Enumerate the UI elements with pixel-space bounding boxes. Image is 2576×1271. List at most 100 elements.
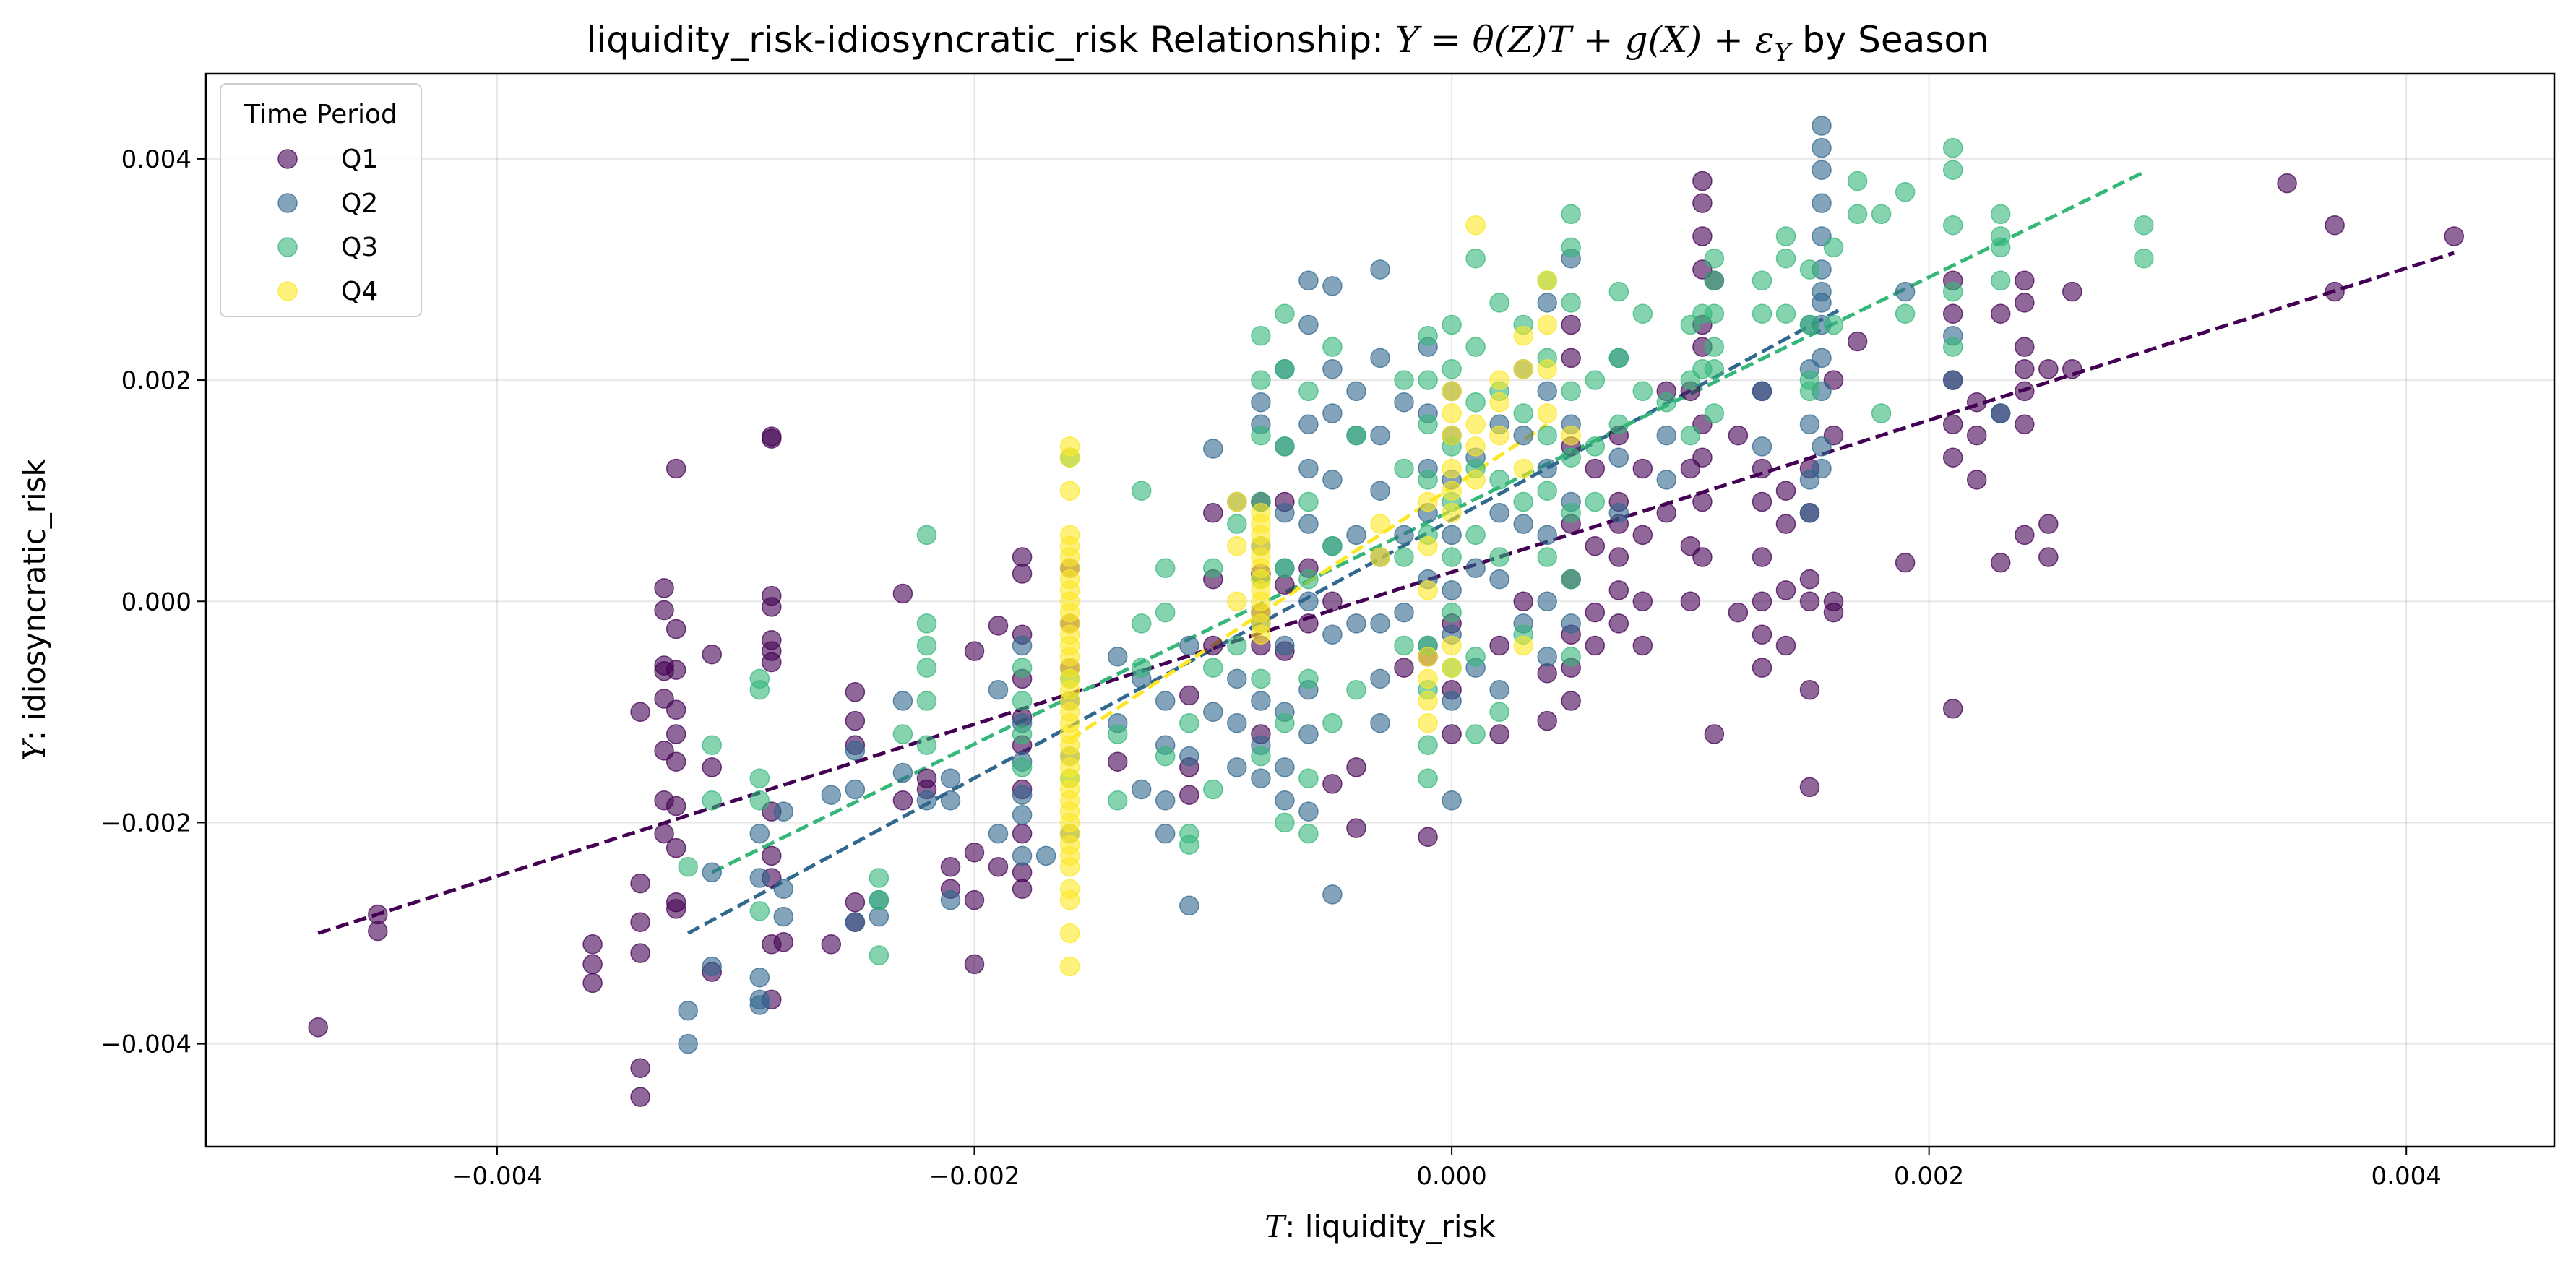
data-point (1298, 613, 1319, 634)
data-point (1812, 458, 1832, 479)
data-point (964, 843, 985, 863)
data-point (1608, 580, 1629, 600)
data-point (1692, 547, 1713, 567)
data-point (2444, 226, 2465, 246)
x-tick-label: 0.004 (2372, 1162, 2442, 1191)
data-point (1203, 558, 1223, 579)
data-point (630, 943, 650, 963)
data-point (1489, 547, 1509, 567)
data-point (1179, 635, 1199, 656)
data-point (1370, 481, 1390, 501)
data-point (1608, 503, 1629, 523)
data-point (1608, 613, 1629, 634)
data-point (1346, 525, 1366, 546)
data-point (2277, 173, 2297, 194)
data-point (1322, 337, 1343, 357)
data-point (1322, 276, 1343, 296)
data-point (1394, 635, 1414, 656)
data-point (1942, 370, 1963, 390)
data-point (665, 724, 686, 744)
data-point (1704, 248, 1725, 269)
data-point (1465, 724, 1486, 744)
data-point (1585, 370, 1606, 390)
data-point (1418, 491, 1438, 512)
data-point (2134, 248, 2154, 269)
data-point (2015, 337, 2035, 357)
data-point (1752, 547, 1772, 567)
data-point (1752, 303, 1772, 324)
data-point (1322, 774, 1343, 794)
data-point (702, 735, 722, 756)
data-point (964, 641, 985, 661)
data-point (1275, 574, 1295, 595)
data-point (1179, 712, 1199, 733)
data-point (1012, 804, 1033, 825)
data-point (1632, 591, 1653, 612)
data-point (1775, 580, 1796, 600)
data-point (1442, 481, 1462, 501)
data-point (940, 889, 961, 910)
data-point (1585, 602, 1606, 623)
data-point (1799, 591, 1820, 612)
data-point (1012, 785, 1033, 805)
data-point (1537, 710, 1557, 731)
data-point (1752, 624, 1772, 645)
data-point (1251, 392, 1271, 413)
data-point (1442, 458, 1462, 479)
data-point (368, 921, 388, 942)
data-point (1585, 635, 1606, 656)
data-points (308, 116, 2465, 1107)
data-point (1489, 635, 1509, 656)
data-point (678, 856, 698, 877)
data-point (916, 691, 937, 711)
data-point (1418, 580, 1438, 600)
data-point (1322, 712, 1343, 733)
data-point (1942, 137, 1963, 158)
data-point (1322, 403, 1343, 423)
data-point (1465, 558, 1486, 579)
data-point (665, 837, 686, 858)
data-point (1107, 724, 1128, 744)
data-point (1465, 525, 1486, 546)
data-point (702, 862, 722, 883)
data-point (1752, 491, 1772, 512)
data-point (1799, 503, 1820, 523)
data-point (821, 785, 842, 805)
data-point (702, 790, 722, 811)
data-point (1394, 392, 1414, 413)
data-point (1704, 403, 1725, 423)
data-point (2062, 281, 2082, 302)
data-point (1155, 746, 1176, 767)
data-point (1537, 293, 1557, 313)
data-point (916, 735, 937, 756)
data-point (1847, 171, 1868, 191)
data-point (1179, 746, 1199, 767)
data-point (1251, 668, 1271, 689)
data-point (1489, 702, 1509, 723)
data-point (1692, 226, 1713, 246)
data-point (1704, 337, 1725, 357)
data-point (1418, 691, 1438, 711)
y-axis: −0.004 −0.002 0.000 0.002 0.004 (100, 145, 206, 1059)
data-point (1346, 818, 1366, 838)
data-point (582, 973, 603, 994)
data-point (1537, 481, 1557, 501)
data-point (845, 741, 866, 761)
data-point (1203, 439, 1223, 459)
data-point (1227, 514, 1247, 534)
data-point (1203, 503, 1223, 523)
data-point (1513, 458, 1533, 479)
data-point (582, 954, 603, 975)
data-point (1012, 635, 1033, 656)
data-point (1418, 370, 1438, 390)
chart-title: liquidity_risk-idiosyncratic_risk Relati… (586, 19, 1989, 67)
data-point (2015, 359, 2035, 379)
data-point (1537, 647, 1557, 667)
data-point (1561, 204, 1581, 225)
data-point (1775, 514, 1796, 534)
data-point (1012, 757, 1033, 777)
data-point (1155, 602, 1176, 623)
data-point (1275, 790, 1295, 811)
data-point (702, 956, 722, 977)
data-point (1656, 425, 1677, 446)
